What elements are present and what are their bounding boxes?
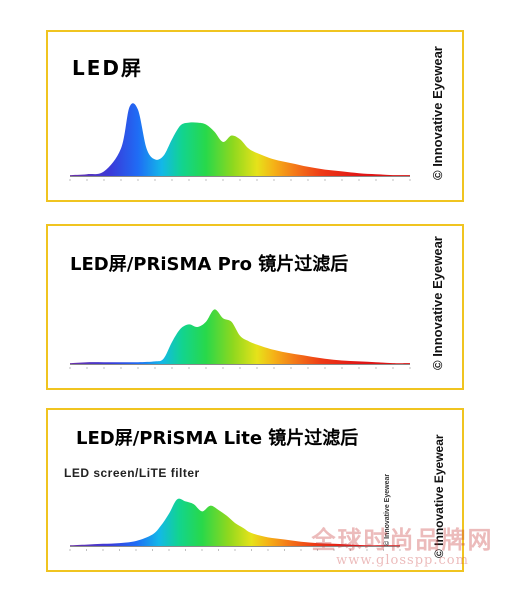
spectrum-panel-lite: LED屏/PRiSMA Lite 镜片过滤后 LED screen/LiTE f… [46,408,464,572]
spectrum-area [70,499,400,546]
spectrum-chart [70,274,410,370]
spectrum-panel-led: LED屏 © Innovative Eyewear [46,30,464,202]
panel-title: LED屏/PRiSMA Lite 镜片过滤后 [76,424,358,450]
panel-title: LED屏/PRiSMA Pro 镜片过滤后 [70,250,348,276]
spectrum-area [70,309,410,364]
panel-title: LED屏 [72,52,143,81]
spectrum-chart [70,82,410,182]
copyright-label: © Innovative Eyewear [430,236,445,370]
copyright-label: © Innovative Eyewear [430,46,445,180]
spectrum-area [70,103,410,176]
copyright-label-small: © Innovative Eyewear [384,474,391,546]
copyright-label: © Innovative Eyewear [432,434,446,558]
spectrum-chart [70,472,400,552]
spectrum-panel-pro: LED屏/PRiSMA Pro 镜片过滤后 © Innovative Eyewe… [46,224,464,390]
